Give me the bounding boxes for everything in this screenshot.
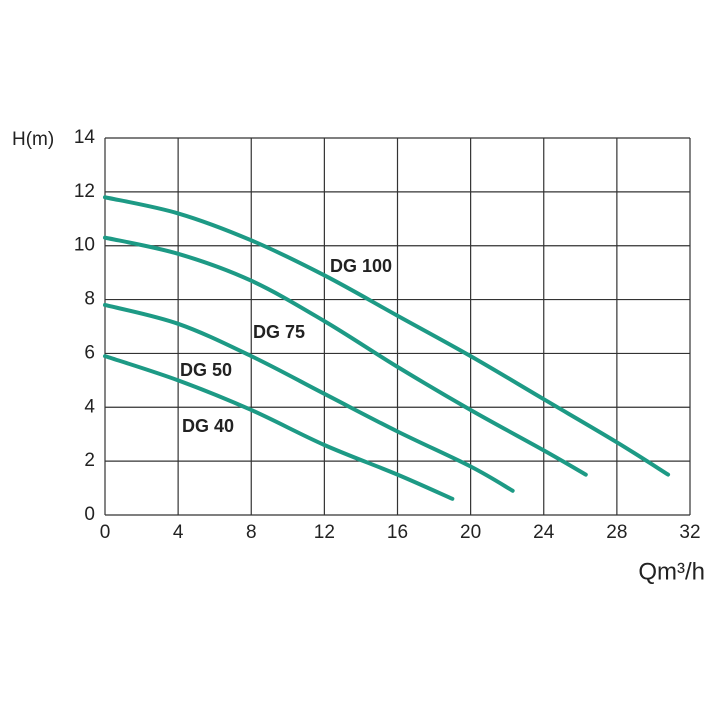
x-axis-label: Qm³/h bbox=[638, 558, 705, 585]
y-tick-label: 10 bbox=[74, 235, 95, 256]
y-tick-label: 4 bbox=[84, 396, 95, 417]
y-tick-label: 8 bbox=[84, 289, 95, 310]
x-tick-label: 12 bbox=[314, 522, 335, 543]
x-tick-label: 32 bbox=[679, 522, 700, 543]
curve bbox=[103, 354, 455, 501]
curve bbox=[103, 302, 515, 493]
curve-label: DG 40 bbox=[182, 416, 234, 436]
curve-label: DG 50 bbox=[180, 360, 232, 380]
x-tick-label: 28 bbox=[606, 522, 627, 543]
y-axis-label: H(m) bbox=[12, 129, 54, 150]
curve-label: DG 75 bbox=[253, 322, 305, 342]
x-tick-label: 24 bbox=[533, 522, 555, 543]
curve-label: DG 100 bbox=[330, 256, 392, 276]
x-tick-label: 20 bbox=[460, 522, 481, 543]
x-tick-label: 16 bbox=[387, 522, 408, 543]
y-tick-label: 6 bbox=[84, 342, 95, 363]
y-tick-label: 2 bbox=[84, 450, 95, 471]
x-tick-label: 8 bbox=[246, 522, 257, 543]
y-tick-label: 0 bbox=[84, 504, 95, 525]
y-tick-label: 12 bbox=[74, 181, 95, 202]
curve bbox=[103, 235, 588, 477]
x-tick-label: 0 bbox=[100, 522, 111, 543]
x-tick-label: 4 bbox=[173, 522, 184, 543]
curve bbox=[103, 195, 671, 477]
y-tick-label: 14 bbox=[74, 127, 96, 148]
